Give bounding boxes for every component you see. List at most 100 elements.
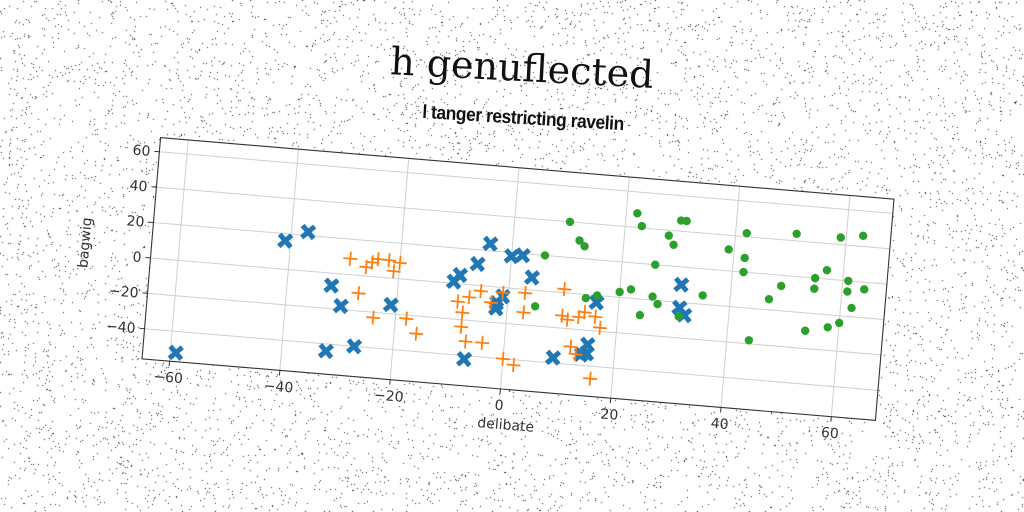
point-series-2 <box>382 253 397 268</box>
marker-stroke <box>574 347 578 362</box>
point-series-3 <box>580 242 589 251</box>
marker-stroke <box>671 300 688 316</box>
point-series-3 <box>740 253 749 263</box>
marker-stroke <box>467 290 471 305</box>
point-series-3 <box>810 284 819 293</box>
point-series-3 <box>810 273 820 283</box>
marker-stroke <box>398 255 402 270</box>
point-series-1 <box>514 247 531 264</box>
point-series-2 <box>560 312 575 327</box>
x-tick-label: −60 <box>153 369 184 387</box>
point-series-2 <box>455 305 470 320</box>
marker-stroke <box>469 256 486 272</box>
marker-stroke <box>392 264 396 279</box>
point-series-3 <box>823 323 832 332</box>
point-series-1 <box>455 351 473 368</box>
point-series-1 <box>523 269 541 286</box>
point-series-3 <box>633 209 642 218</box>
marker-stroke <box>565 312 569 327</box>
marker-stroke <box>455 351 473 367</box>
point-series-2 <box>409 326 424 341</box>
y-gridline <box>150 257 884 321</box>
point-series-2 <box>516 305 531 320</box>
marker-stroke <box>578 346 595 361</box>
point-series-1 <box>588 294 605 311</box>
point-series-3 <box>822 265 832 275</box>
point-series-3 <box>637 221 647 231</box>
point-series-1 <box>167 344 184 361</box>
marker-stroke <box>277 233 294 249</box>
x-tick-label: 40 <box>710 416 729 433</box>
y-gridline <box>144 328 878 391</box>
marker-stroke <box>376 252 380 267</box>
point-series-3 <box>847 303 856 313</box>
axes-frame <box>141 137 895 421</box>
point-series-3 <box>592 291 602 300</box>
x-tick-label: −40 <box>263 378 294 396</box>
marker-stroke <box>583 305 587 320</box>
point-series-2 <box>495 351 511 366</box>
point-series-3 <box>540 251 550 260</box>
point-series-1 <box>469 255 486 273</box>
y-gridline <box>159 151 893 214</box>
point-series-3 <box>834 318 844 328</box>
marker-stroke <box>479 283 483 299</box>
x-gridline <box>720 186 741 408</box>
point-series-2 <box>483 295 499 310</box>
y-tick-label: 40 <box>129 178 148 195</box>
point-series-2 <box>458 334 473 349</box>
x-gridline <box>610 176 630 399</box>
marker-stroke <box>459 319 463 334</box>
point-series-2 <box>577 305 592 320</box>
marker-stroke <box>489 295 493 310</box>
point-series-3 <box>739 267 748 277</box>
marker-stroke <box>414 326 418 341</box>
marker-stroke <box>348 251 352 266</box>
marker-stroke <box>562 282 566 297</box>
marker-stroke <box>560 308 564 323</box>
point-series-3 <box>653 299 662 309</box>
point-series-2 <box>592 320 608 335</box>
marker-stroke <box>332 298 349 314</box>
point-series-3 <box>776 281 786 291</box>
point-series-3 <box>669 240 678 250</box>
marker-stroke <box>501 351 505 366</box>
marker-stroke <box>300 224 317 240</box>
marker-stroke <box>370 255 374 270</box>
y-gridline <box>147 292 881 356</box>
point-series-3 <box>801 326 810 335</box>
marker-stroke <box>456 294 460 309</box>
point-series-1 <box>673 276 690 293</box>
point-series-1 <box>332 297 349 315</box>
point-series-3 <box>698 291 707 300</box>
point-series-1 <box>578 345 595 362</box>
point-series-2 <box>351 286 366 301</box>
marker-stroke <box>588 371 592 386</box>
point-series-2 <box>518 285 533 301</box>
marker-stroke <box>598 320 602 335</box>
marker-stroke <box>482 236 499 252</box>
y-tick-label: 20 <box>126 213 145 230</box>
point-series-1 <box>544 349 562 366</box>
ticks: −60 −40 −20 0 20 40 60 −40 −20 0 20 40 60 <box>105 143 839 443</box>
x-gridline <box>279 149 299 371</box>
point-series-1 <box>317 342 335 360</box>
point-series-1 <box>503 248 520 265</box>
point-series-1 <box>277 232 294 249</box>
point-series-3 <box>836 233 846 242</box>
point-series-3 <box>615 287 624 297</box>
marker-stroke <box>323 278 340 293</box>
y-axis-label: bagwig <box>75 217 95 269</box>
y-tick-label: 0 <box>132 249 142 266</box>
point-series-3 <box>635 310 645 320</box>
point-series-2 <box>495 285 511 300</box>
point-series-3 <box>764 294 774 304</box>
marker-stroke <box>588 295 605 310</box>
marker-stroke <box>593 309 597 324</box>
plot-group: −60 −40 −20 0 20 40 60 −40 −20 0 20 40 60 delibate b… <box>75 137 895 443</box>
y-tick-label: −40 <box>105 319 136 337</box>
marker-stroke <box>371 310 375 325</box>
x-tick-label: −20 <box>373 387 404 405</box>
point-series-2 <box>475 335 490 350</box>
